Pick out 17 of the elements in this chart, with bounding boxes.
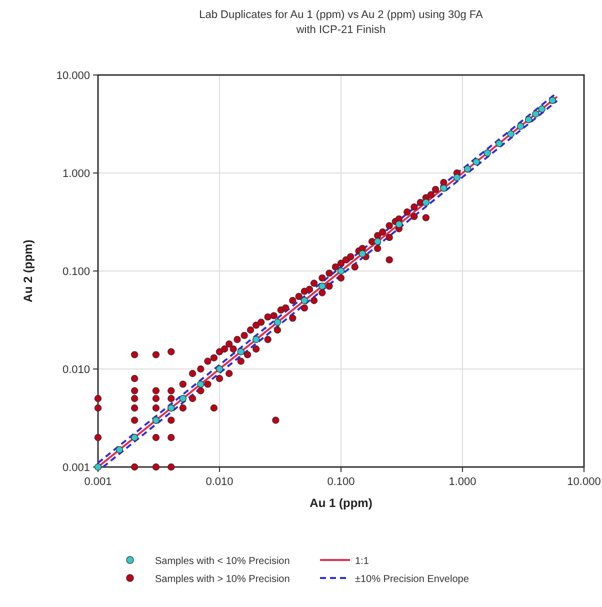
x-tick-label: 0.001 [84, 476, 112, 488]
x-tick-label: 0.010 [206, 476, 234, 488]
x-tick-label: 10.000 [567, 476, 601, 488]
legend-label: Samples with > 10% Precision [155, 574, 290, 585]
y-tick-label: 0.001 [62, 462, 90, 474]
chart-title: Lab Duplicates for Au 1 (ppm) vs Au 2 (ppm) using 30g FA with ICP-21 Finish [199, 9, 484, 36]
legend-label: 1:1 [355, 556, 370, 567]
y-tick-label: 0.010 [62, 364, 90, 376]
x-tick-label: 1.000 [448, 476, 476, 488]
legend-label: ±10% Precision Envelope [355, 574, 470, 585]
legend-label: Samples with < 10% Precision [155, 556, 290, 567]
y-tick-label: 0.100 [62, 266, 90, 278]
y-tick-label: 10.000 [56, 70, 90, 82]
y-tick-label: 1.000 [62, 168, 90, 180]
x-tick-label: 0.100 [327, 476, 355, 488]
y-axis-title: Au 2 (ppm) [21, 240, 35, 302]
x-axis-title: Au 1 (ppm) [310, 496, 372, 510]
